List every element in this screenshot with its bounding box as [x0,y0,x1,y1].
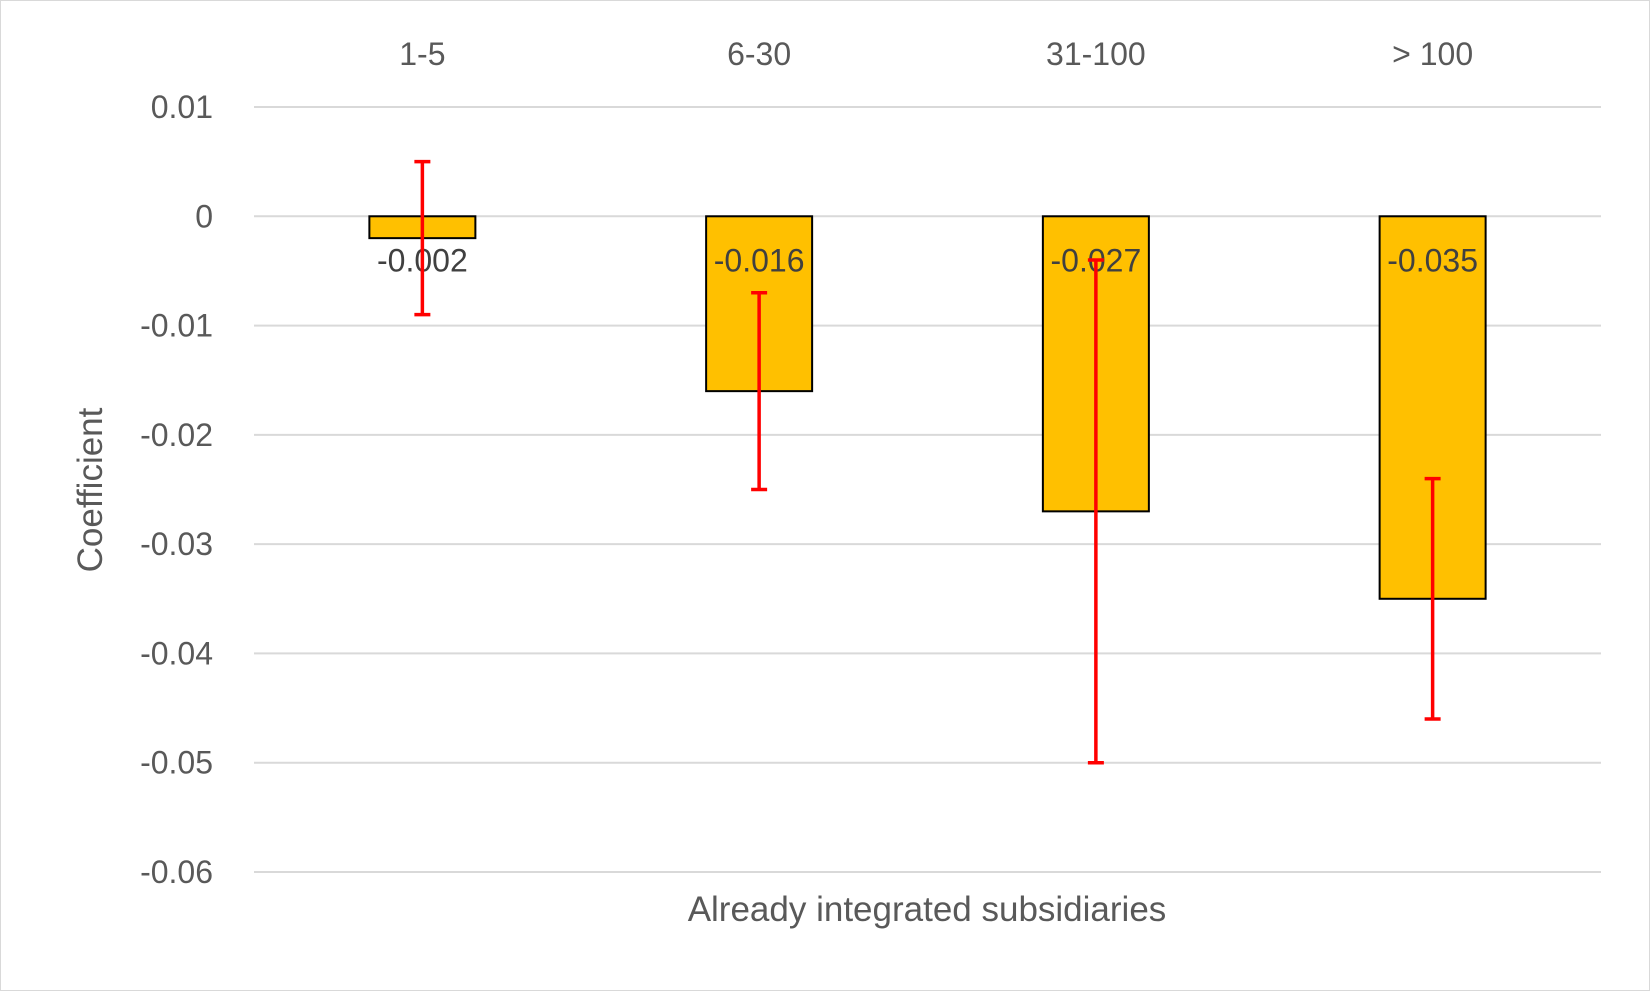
data-label: -0.016 [714,242,805,278]
error-bar [1424,476,1441,721]
y-tick-label: -0.06 [140,854,213,890]
y-tick-label: -0.03 [140,526,213,562]
y-tick-label: -0.04 [140,635,213,671]
y-axis-title: Coefficient [71,407,110,572]
error-bar [1087,258,1104,765]
y-tick-label: -0.01 [140,308,213,344]
category-labels: 1-5 6-30 31-100 > 100 [399,36,1473,72]
category-label: 31-100 [1046,36,1146,72]
data-label: -0.035 [1387,242,1478,278]
y-tick-label: -0.05 [140,745,213,781]
y-tick-label: 0 [195,198,213,234]
category-label: 1-5 [399,36,445,72]
error-bars [414,159,1441,765]
y-axis-tick-labels: 0.01 0 -0.01 -0.02 -0.03 -0.04 -0.05 -0.06 [140,89,213,890]
error-bar [414,159,431,317]
category-label: > 100 [1392,36,1473,72]
y-tick-label: 0.01 [151,89,213,125]
error-bar [751,291,768,492]
bars [368,215,1487,600]
gridlines [254,106,1601,873]
data-labels: -0.002-0.016-0.027-0.035 [377,242,1478,278]
x-axis-title: Already integrated subsidiaries [688,890,1167,929]
category-label: 6-30 [727,36,791,72]
y-tick-label: -0.02 [140,417,213,453]
